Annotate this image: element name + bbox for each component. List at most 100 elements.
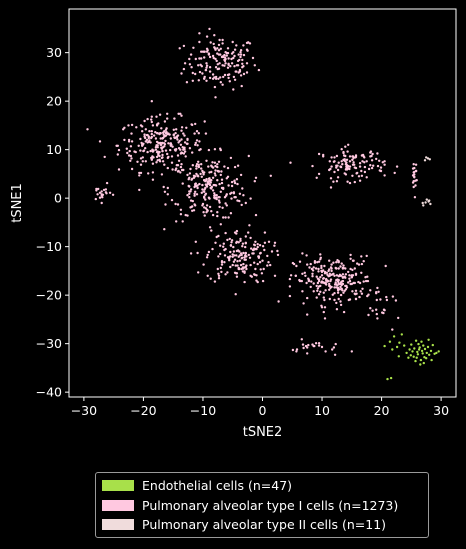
data-point [344,288,348,291]
data-point [139,124,143,127]
data-point [311,164,314,168]
data-point [146,117,149,121]
data-point [205,204,209,207]
data-point [123,138,126,142]
data-point [408,348,411,351]
data-point [245,71,249,74]
data-point [338,288,342,291]
data-point [223,53,226,57]
data-point [220,263,224,266]
data-point [419,363,422,366]
data-point [315,296,318,299]
data-point [424,201,427,204]
data-point [233,231,237,234]
data-point [288,285,292,288]
data-point [211,161,214,164]
data-point [371,309,374,312]
data-point [330,156,333,159]
data-point [163,130,166,133]
data-point [331,273,334,276]
data-point [205,208,209,211]
data-point [179,213,183,216]
data-point [154,137,158,140]
data-point [218,201,221,204]
data-point [208,177,211,180]
data-point [177,159,181,162]
data-point [370,166,374,170]
data-point [383,309,386,312]
data-point [185,126,188,129]
data-point [219,148,222,152]
data-point [244,251,247,255]
data-point [237,241,240,244]
data-point [193,194,196,197]
data-point [333,286,336,289]
data-point [344,168,348,171]
data-point [139,157,143,160]
data-point [400,333,403,336]
data-point [186,137,189,141]
data-point [222,75,225,79]
data-point [216,163,219,166]
data-point [188,192,191,195]
data-point [199,172,202,176]
data-point [174,132,177,135]
data-point [336,280,340,283]
data-point [209,277,212,280]
data-point [335,301,338,305]
data-point [241,270,245,273]
data-point [337,297,340,301]
data-point [330,285,333,289]
data-point [180,138,183,141]
data-point [229,65,232,68]
data-point [239,252,243,255]
data-point [225,54,228,57]
data-point [414,179,417,182]
data-point [357,280,360,284]
data-point [219,76,222,79]
data-point [218,62,221,65]
data-point [333,170,336,174]
data-point [383,163,386,166]
data-point [195,139,199,142]
y-axis-label: tSNE1 [10,183,25,223]
data-point [414,163,418,166]
data-point [372,164,375,167]
data-point [228,73,231,76]
data-point [366,275,369,278]
data-point [105,192,108,195]
data-point [245,48,249,51]
data-point [203,206,206,209]
data-point [216,214,219,218]
data-point [429,349,433,353]
data-point [344,163,348,166]
data-point [115,144,118,147]
data-point [217,274,221,277]
data-point [319,276,322,279]
data-point [150,135,153,139]
data-point [348,274,351,277]
data-point [205,66,208,69]
data-point [203,195,206,198]
data-point [230,62,234,65]
data-point [96,193,99,196]
data-point [200,191,203,194]
data-point [335,154,339,158]
data-point [416,353,420,356]
data-point [170,161,174,164]
data-point [306,263,309,266]
data-point [289,161,292,164]
data-point [277,300,280,303]
data-point [166,186,169,190]
data-point [155,144,158,147]
data-point [330,269,333,273]
data-point [217,277,221,280]
data-point [316,281,320,285]
data-point [249,236,252,240]
data-point [175,135,178,138]
data-point [195,193,199,196]
data-point [360,271,363,274]
data-point [244,265,247,269]
data-point [343,172,346,175]
data-point [194,182,197,185]
